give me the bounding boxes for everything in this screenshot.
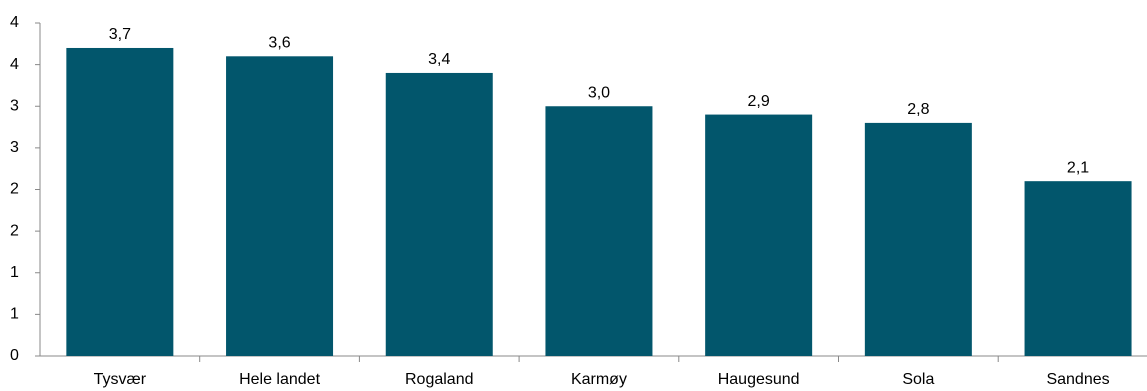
- value-label: 3,4: [428, 51, 450, 68]
- y-tick-label: 0: [10, 347, 19, 364]
- x-tick-label: Rogaland: [405, 371, 474, 388]
- x-tick-label: Sandnes: [1046, 371, 1109, 388]
- bar: [864, 122, 972, 357]
- value-label: 2,8: [907, 101, 929, 118]
- y-tick-label: 3: [10, 139, 19, 156]
- bar: [545, 106, 653, 356]
- bar: [66, 47, 174, 356]
- y-tick-label: 4: [10, 14, 19, 31]
- bar: [705, 114, 813, 356]
- value-label: 2,9: [748, 93, 770, 110]
- value-label: 3,0: [588, 84, 610, 101]
- y-tick-label: 4: [10, 56, 19, 73]
- y-tick-label: 3: [10, 97, 19, 114]
- y-tick-label: 1: [10, 264, 19, 281]
- x-tick-label: Sola: [902, 371, 934, 388]
- value-label: 2,1: [1067, 159, 1089, 176]
- bar: [226, 56, 334, 357]
- x-tick-label: Tysvær: [94, 371, 147, 388]
- x-tick-label: Karmøy: [571, 371, 627, 388]
- value-label: 3,7: [109, 26, 131, 43]
- x-tick-label: Haugesund: [718, 371, 800, 388]
- bar: [385, 72, 493, 356]
- y-tick-label: 2: [10, 222, 19, 239]
- bar: [1024, 181, 1132, 356]
- y-tick-label: 1: [10, 306, 19, 323]
- y-tick-label: 2: [10, 181, 19, 198]
- x-tick-label: Hele landet: [239, 371, 321, 388]
- value-label: 3,6: [268, 35, 290, 52]
